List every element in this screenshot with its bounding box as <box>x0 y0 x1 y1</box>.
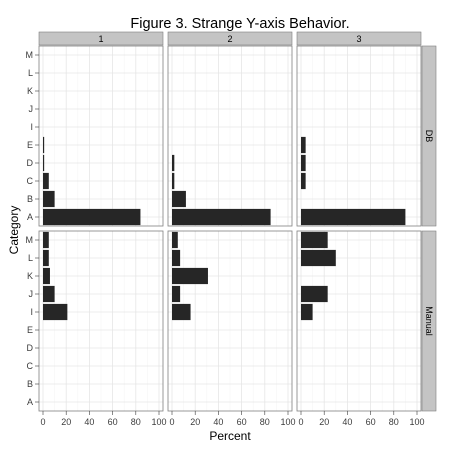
y-tick-label: D <box>27 158 34 168</box>
bar-i <box>43 303 68 321</box>
y-tick-label: A <box>27 212 33 222</box>
x-tick-label: 100 <box>151 417 166 427</box>
y-tick-label: J <box>29 289 34 299</box>
y-tick-label: L <box>28 68 33 78</box>
row-strip-label: Manual <box>424 306 434 336</box>
bar-a <box>43 208 141 226</box>
chart-title: Figure 3. Strange Y-axis Behavior. <box>130 16 349 32</box>
x-tick-label: 100 <box>280 417 295 427</box>
bar-d <box>172 154 175 172</box>
x-tick-label: 80 <box>260 417 270 427</box>
panel-border <box>167 45 293 227</box>
panel-1-db <box>38 45 164 227</box>
x-tick-label: 80 <box>131 417 141 427</box>
panels-layer: 1 2 3 DB Manual <box>38 31 437 412</box>
bar-k <box>172 267 208 285</box>
x-tick-label: 20 <box>190 417 200 427</box>
bar-l <box>301 249 336 267</box>
panel-border <box>167 230 293 412</box>
y-tick-label: M <box>26 235 34 245</box>
x-tick-label: 60 <box>237 417 247 427</box>
bar-i <box>172 303 191 321</box>
x-tick-label: 40 <box>342 417 352 427</box>
panel-3-db <box>296 45 422 227</box>
y-axis-label: Category <box>7 206 21 255</box>
bar-a <box>301 208 406 226</box>
y-tick-label: M <box>26 50 34 60</box>
bar-i <box>301 303 313 321</box>
bar-e <box>43 136 45 154</box>
y-tick-label: I <box>30 307 33 317</box>
bar-b <box>172 190 186 208</box>
column-strip-1 <box>38 31 164 46</box>
y-tick-label: L <box>28 253 33 263</box>
bar-e <box>301 136 306 154</box>
x-tick-label: 40 <box>213 417 223 427</box>
x-tick-label: 20 <box>61 417 71 427</box>
bar-m <box>301 231 328 249</box>
bar-m <box>43 231 49 249</box>
bar-j <box>43 285 55 303</box>
y-tick-label: I <box>30 122 33 132</box>
y-tick-label: C <box>27 361 34 371</box>
panel-2-manual <box>167 230 293 412</box>
x-tick-label: 20 <box>319 417 329 427</box>
x-tick-label: 0 <box>40 417 45 427</box>
panel-border <box>38 230 164 412</box>
y-tick-label: J <box>29 104 34 114</box>
column-strip-label: 3 <box>356 34 361 44</box>
bar-l <box>43 249 49 267</box>
x-tick-label: 60 <box>108 417 118 427</box>
x-tick-label: 0 <box>298 417 303 427</box>
y-tick-label: C <box>27 176 34 186</box>
panel-border <box>296 45 422 227</box>
bar-m <box>172 231 178 249</box>
row-strip-manual <box>421 230 437 412</box>
column-strip-2 <box>167 31 293 46</box>
bar-c <box>43 172 49 190</box>
panel-border <box>38 45 164 227</box>
bar-c <box>172 172 175 190</box>
panel-3-manual <box>296 230 422 412</box>
bar-j <box>172 285 181 303</box>
y-tick-label: E <box>27 325 33 335</box>
y-tick-label: D <box>27 343 34 353</box>
y-tick-label: B <box>27 194 33 204</box>
column-strip-3 <box>296 31 422 46</box>
y-tick-label: E <box>27 140 33 150</box>
row-strip-db <box>421 45 437 227</box>
bar-d <box>301 154 306 172</box>
y-tick-label: K <box>27 271 33 281</box>
y-tick-label: B <box>27 379 33 389</box>
bar-c <box>301 172 306 190</box>
y-tick-label: K <box>27 86 33 96</box>
bar-d <box>43 154 45 172</box>
x-tick-label: 80 <box>389 417 399 427</box>
x-tick-label: 0 <box>169 417 174 427</box>
bar-b <box>43 190 55 208</box>
bar-l <box>172 249 181 267</box>
x-tick-label: 60 <box>366 417 376 427</box>
x-tick-label: 100 <box>409 417 424 427</box>
x-tick-label: 40 <box>84 417 94 427</box>
row-strip-label: DB <box>424 130 434 143</box>
panel-border <box>296 230 422 412</box>
bar-k <box>43 267 50 285</box>
column-strip-label: 2 <box>227 34 232 44</box>
panel-2-db <box>167 45 293 227</box>
bar-j <box>301 285 328 303</box>
x-axis-label: Percent <box>209 429 251 443</box>
bar-a <box>172 208 271 226</box>
panel-1-manual <box>38 230 164 412</box>
column-strip-label: 1 <box>98 34 103 44</box>
y-tick-label: A <box>27 397 33 407</box>
